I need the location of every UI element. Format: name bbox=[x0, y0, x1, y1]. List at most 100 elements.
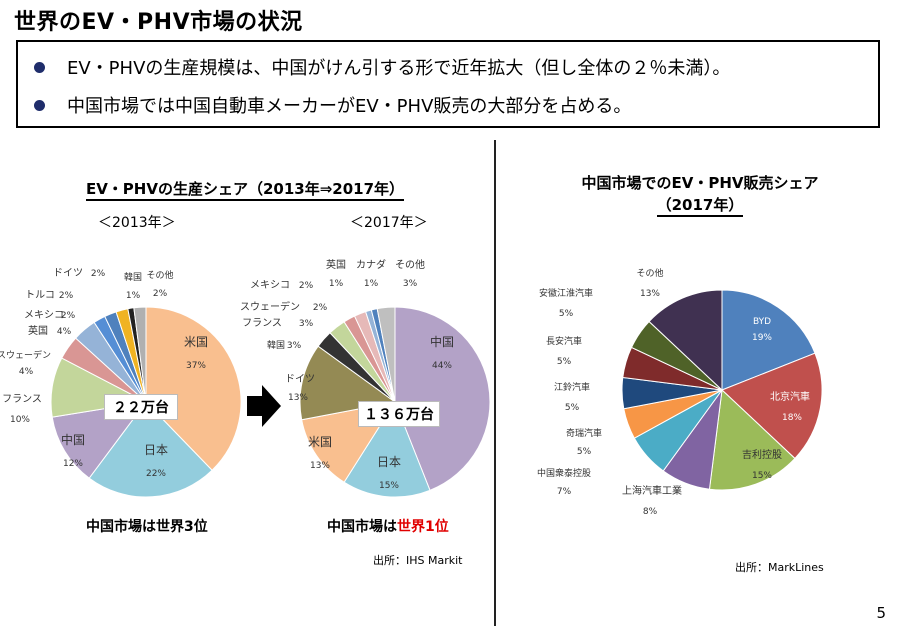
pie-label-value: 2% bbox=[299, 281, 314, 291]
pie-2017-caption: 中国市場は世界1位 bbox=[327, 516, 449, 536]
pie-label-value: 3% bbox=[287, 341, 302, 351]
pie-slice bbox=[721, 289, 816, 391]
china-sales-title-line2: （2017年） bbox=[656, 196, 744, 217]
china-sales-title: 中国市場でのEV・PHV販売シェア （2017年） bbox=[505, 172, 895, 217]
pie-label-name: 江鈴汽車 bbox=[554, 381, 590, 393]
summary-box: EV・PHVの生産規模は、中国がけん引する形で近年拡大（但し全体の２％未満）。 … bbox=[16, 40, 880, 128]
pie-label-value: 4% bbox=[57, 327, 72, 337]
production-share-title-text: EV・PHVの生産シェア（2013年⇒2017年） bbox=[85, 180, 405, 201]
pie-label-name: スウェーデン bbox=[0, 349, 51, 361]
pie-label-name: 吉利控股 bbox=[742, 448, 782, 461]
pie-2017-total: １３６万台 bbox=[358, 401, 440, 427]
pie-label-name: 安徽江淮汽車 bbox=[539, 287, 593, 299]
production-share-title: EV・PHVの生産シェア（2013年⇒2017年） bbox=[30, 178, 460, 201]
pie-label-value: 3% bbox=[403, 279, 418, 289]
pie-label-name: 上海汽車工業 bbox=[622, 484, 682, 497]
pie-label-name: 米国 bbox=[184, 335, 208, 349]
pie-label-value: 13% bbox=[288, 393, 308, 403]
pie-label-name: メキシコ bbox=[24, 310, 64, 321]
pie-label-value: 13% bbox=[310, 461, 330, 471]
pie-label-value: 8% bbox=[643, 507, 658, 517]
pie-label-name: フランス bbox=[242, 317, 282, 329]
pie-label-name: ドイツ bbox=[53, 268, 83, 279]
pie-label-value: 2% bbox=[313, 303, 328, 313]
section-divider bbox=[494, 140, 496, 626]
pie-slice bbox=[51, 401, 148, 479]
bullet-icon bbox=[34, 99, 45, 111]
bullet-item: EV・PHVの生産規模は、中国がけん引する形で近年拡大（但し全体の２％未満）。 bbox=[34, 54, 730, 80]
pie-label-name: フランス bbox=[2, 393, 42, 405]
bullet-item: 中国市場では中国自動車メーカーがEV・PHV販売の大部分を占める。 bbox=[34, 92, 631, 118]
pie-label-value: 5% bbox=[557, 357, 572, 367]
pie-label-value: 7% bbox=[557, 487, 572, 497]
pie-slice bbox=[708, 388, 796, 491]
pie-label-value: 5% bbox=[577, 447, 592, 457]
production-source: 出所：IHS Markit bbox=[373, 554, 463, 567]
page-title: 世界のEV・PHV市場の状況 bbox=[14, 10, 303, 35]
china-sales-title-line1: 中国市場でのEV・PHV販売シェア bbox=[581, 174, 819, 192]
pie-label-value: 22% bbox=[146, 469, 166, 479]
pie-label-value: 44% bbox=[432, 361, 452, 371]
bullet-icon bbox=[34, 61, 45, 73]
sales-source: 出所：MarkLines bbox=[735, 561, 824, 574]
pie-label-name: 英国 bbox=[326, 258, 346, 271]
pie-slice bbox=[394, 306, 491, 491]
pie-label-name: スウェーデン bbox=[240, 300, 300, 313]
pie-label-name: 中国 bbox=[61, 432, 85, 447]
pie-label-name: その他 bbox=[395, 258, 425, 271]
pie-label-name: 米国 bbox=[308, 435, 332, 449]
pie-label-name: ドイツ bbox=[285, 374, 315, 385]
pie-china-sales: BYD 19% 北京汽車 18% 吉利控股 15% 上海汽車工業 8% 中国衆泰控股 7% 奇瑞汽車… bbox=[537, 267, 823, 517]
pie-label-name: BYD bbox=[753, 317, 771, 327]
pie-label-name: 英国 bbox=[28, 324, 48, 337]
pie-label-name: メキシコ bbox=[250, 280, 290, 291]
bullet-text: 中国市場では中国自動車メーカーがEV・PHV販売の大部分を占める。 bbox=[67, 96, 632, 117]
pie-2013-total: ２２万台 bbox=[104, 394, 178, 420]
pie-label-value: 1% bbox=[364, 279, 379, 289]
pie-slice bbox=[648, 289, 723, 392]
pie-label-name: 奇瑞汽車 bbox=[566, 427, 602, 439]
pie-label-value: 4% bbox=[19, 367, 34, 377]
pie-label-value: 5% bbox=[565, 403, 580, 413]
pie-label-name: 日本 bbox=[377, 455, 401, 469]
pie-slice bbox=[88, 401, 213, 498]
pie-label-name: 北京汽車 bbox=[770, 390, 810, 403]
pie-label-name: 長安汽車 bbox=[546, 335, 582, 347]
pie-2017-caption-highlight: 世界1位 bbox=[397, 519, 449, 535]
pie-label-value: 2% bbox=[91, 269, 106, 279]
pie-slice bbox=[376, 306, 396, 403]
pie-label-value: 2% bbox=[59, 291, 74, 301]
pie-label-value: 19% bbox=[752, 333, 772, 343]
pie-label-value: 18% bbox=[782, 413, 802, 423]
pie-2013-label: ＜2013年＞ bbox=[98, 215, 176, 231]
pie-slice bbox=[133, 306, 147, 403]
pie-label-value: 15% bbox=[752, 471, 772, 481]
pie-label-value: 2% bbox=[153, 289, 168, 299]
pie-label-name: トルコ bbox=[25, 290, 55, 301]
pie-label-value: 1% bbox=[329, 279, 344, 289]
pie-label-value: 12% bbox=[63, 459, 83, 469]
pie-label-name: その他 bbox=[636, 267, 663, 279]
bullet-text: EV・PHVの生産規模は、中国がけん引する形で近年拡大（但し全体の２％未満）。 bbox=[67, 58, 731, 79]
china-sales-pie-svg: BYD 19% 北京汽車 18% 吉利控股 15% 上海汽車工業 8% 中国衆泰控股 7% 奇瑞汽車… bbox=[537, 267, 823, 517]
pie-2017-caption-prefix: 中国市場は bbox=[327, 519, 397, 535]
pie-label-value: 5% bbox=[559, 309, 574, 319]
pie-label-name: 中国 bbox=[430, 334, 454, 349]
pie-label-name: 韓国 bbox=[267, 340, 285, 351]
pie-slice bbox=[145, 306, 242, 471]
pie-label-name: カナダ bbox=[356, 258, 386, 271]
pie-label-name: 韓国 bbox=[124, 272, 142, 283]
pie-label-name: 日本 bbox=[144, 443, 168, 457]
pie-label-value: 1% bbox=[126, 291, 141, 301]
pie-label-value: 13% bbox=[640, 289, 660, 299]
page-number: 5 bbox=[876, 604, 886, 622]
pie-2013-caption: 中国市場は世界3位 bbox=[86, 519, 208, 535]
pie-slice bbox=[343, 400, 431, 498]
arrow-right-icon bbox=[247, 385, 281, 427]
pie-label-value: 37% bbox=[186, 361, 206, 371]
pie-slice bbox=[721, 352, 823, 460]
pie-label-name: その他 bbox=[146, 269, 173, 281]
pie-label-value: 15% bbox=[379, 481, 399, 491]
pie-label-value: 2% bbox=[61, 311, 76, 321]
